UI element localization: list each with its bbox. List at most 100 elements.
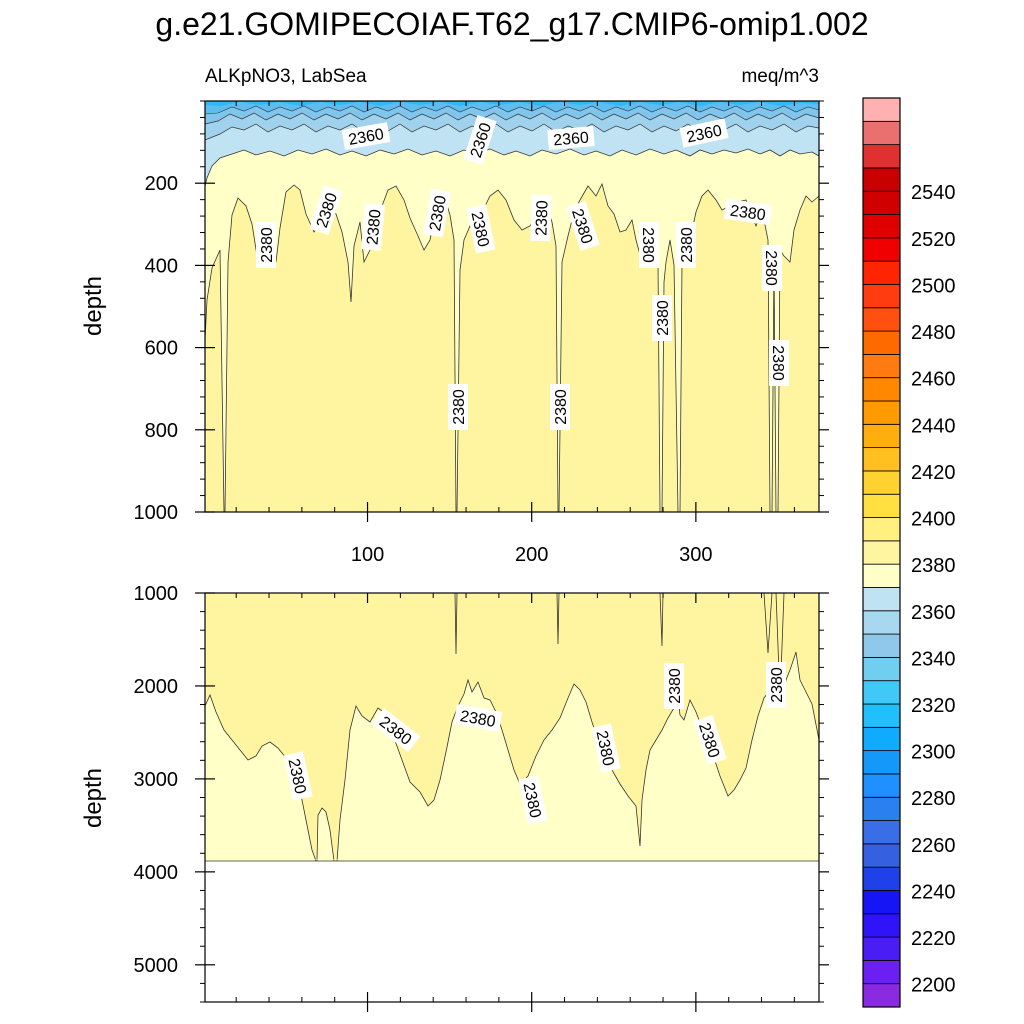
colorbar-swatch — [862, 447, 901, 472]
colorbar-swatch — [862, 307, 901, 332]
contour-label-text: 2380 — [769, 667, 786, 703]
colorbar-swatch — [862, 353, 901, 379]
colorbar-swatch — [862, 330, 901, 355]
contour-label: 2380 — [652, 295, 672, 341]
contour-label-text: 2380 — [769, 345, 786, 381]
contour-label: 2380 — [723, 198, 773, 226]
contour-label-bg — [550, 384, 570, 430]
contour-label-bg — [466, 204, 496, 254]
contour-label-bg — [676, 222, 696, 268]
contour-label-bg — [518, 775, 548, 825]
colorbar-swatch — [862, 260, 901, 285]
contour-label-bg — [652, 295, 672, 341]
contour-label: 2380 — [361, 203, 385, 251]
contour-label-text: 2380 — [533, 200, 551, 236]
colorbar-swatch — [862, 843, 901, 868]
y-tick-label: 1000 — [134, 583, 179, 605]
colorbar-tick-label: 2260 — [911, 835, 956, 857]
contour-label-bg — [723, 198, 773, 226]
colorbar-tick-label: 2200 — [911, 975, 956, 997]
contour-label-bg — [769, 340, 789, 386]
upper-panel: ALKpNO3, LabSea meq/m^3 depth 100 200 300 2… — [80, 66, 829, 566]
contour-label-bg — [256, 222, 276, 268]
upper-fill-2330-2340 — [205, 101, 819, 115]
colorbar-swatch — [862, 493, 901, 518]
contour-label: 2380 — [448, 384, 468, 430]
colorbar-swatch — [862, 120, 901, 146]
colorbar-tick-label: 2520 — [911, 229, 956, 251]
contour-label-text: 2380 — [639, 227, 656, 263]
contour-label: 2360 — [547, 126, 595, 150]
lower-panel: depth 1000 2000 3000 4000 5000 2380 2380 2380 2… — [80, 583, 829, 1012]
contour-label-bg — [309, 185, 343, 235]
colorbar-tick-label: 2220 — [911, 928, 956, 950]
colorbar-swatch — [862, 633, 901, 658]
contour-label: 2380 — [762, 245, 782, 291]
colorbar-swatch — [862, 377, 901, 402]
y-tick-label: 5000 — [134, 955, 179, 977]
contour-label-bg — [591, 723, 621, 773]
y-tick-label: 600 — [145, 338, 178, 360]
colorbar: 2200 2220 2240 2260 2280 2300 2320 2340 2360 2380… — [862, 97, 956, 1008]
colorbar-swatch — [862, 400, 901, 425]
contour-label: 2360 — [679, 118, 729, 148]
colorbar-tick-label: 2360 — [911, 602, 956, 624]
contour-label: 2380 — [530, 194, 552, 242]
y-tick-label: 400 — [145, 255, 178, 277]
contour-label-text: 2380 — [451, 389, 468, 425]
colorbar-tick-label: 2500 — [911, 275, 956, 297]
contour-label-text: 2360 — [553, 129, 590, 149]
x-tick-label: 300 — [679, 544, 712, 566]
contour-label-text: 2380 — [729, 203, 767, 225]
contour-label: 2380 — [664, 663, 684, 709]
contour-label-bg — [766, 662, 786, 708]
contour-label-text: 2380 — [553, 389, 570, 425]
colorbar-swatch — [862, 587, 901, 612]
colorbar-swatch — [862, 97, 901, 122]
colorbar-swatch — [862, 144, 901, 169]
contour-label: 2380 — [639, 222, 659, 268]
contour-label-bg — [639, 222, 659, 268]
colorbar-tick-label: 2240 — [911, 881, 956, 903]
contour-label-bg — [341, 122, 391, 150]
colorbar-tick-label: 2300 — [911, 742, 956, 764]
figure-title: g.e21.GOMIPECOIAF.T62_g17.CMIP6-omip1.00… — [155, 6, 868, 42]
contour-label-bg — [453, 704, 503, 732]
colorbar-swatch — [862, 936, 901, 961]
contour-label: 2380 — [453, 704, 503, 732]
contour-label-bg — [693, 715, 727, 765]
colorbar-swatch — [862, 913, 901, 938]
colorbar-swatch — [862, 610, 901, 635]
x-tick-label: 200 — [515, 544, 548, 566]
contour-label: 2380 — [550, 384, 570, 430]
y-tick-label: 4000 — [134, 862, 179, 884]
y-tick-label: 1000 — [134, 502, 179, 524]
colorbar-swatch — [862, 750, 901, 775]
lower-fill-2370-2380 — [205, 651, 819, 862]
y-tick-label: 800 — [145, 420, 178, 442]
contour-label-bg — [371, 707, 421, 753]
y-tick-label: 200 — [145, 173, 178, 195]
colorbar-swatch — [862, 703, 901, 728]
colorbar-swatch — [862, 470, 901, 495]
upper-fill-2320-2330 — [205, 101, 819, 106]
colorbar-tick-label: 2460 — [911, 369, 956, 391]
colorbar-swatch — [862, 167, 901, 192]
lower-axes: 1000 2000 3000 4000 5000 — [134, 583, 829, 1012]
colorbar-swatch — [862, 866, 901, 891]
colorbar-swatch — [862, 820, 901, 845]
contour-label: 2360 — [341, 122, 391, 150]
colorbar-swatch — [862, 214, 901, 239]
colorbar-swatch — [862, 796, 901, 821]
contour-label-bg — [361, 203, 385, 251]
upper-ylabel: depth — [80, 276, 107, 336]
y-tick-label: 3000 — [134, 769, 179, 791]
contour-label-bg — [566, 201, 600, 251]
contour-label-text: 2380 — [667, 668, 684, 704]
contour-label: 2380 — [766, 662, 786, 708]
colorbar-swatch — [862, 983, 901, 1008]
contour-label: 2380 — [256, 222, 276, 268]
colorbar-tick-label: 2280 — [911, 788, 956, 810]
